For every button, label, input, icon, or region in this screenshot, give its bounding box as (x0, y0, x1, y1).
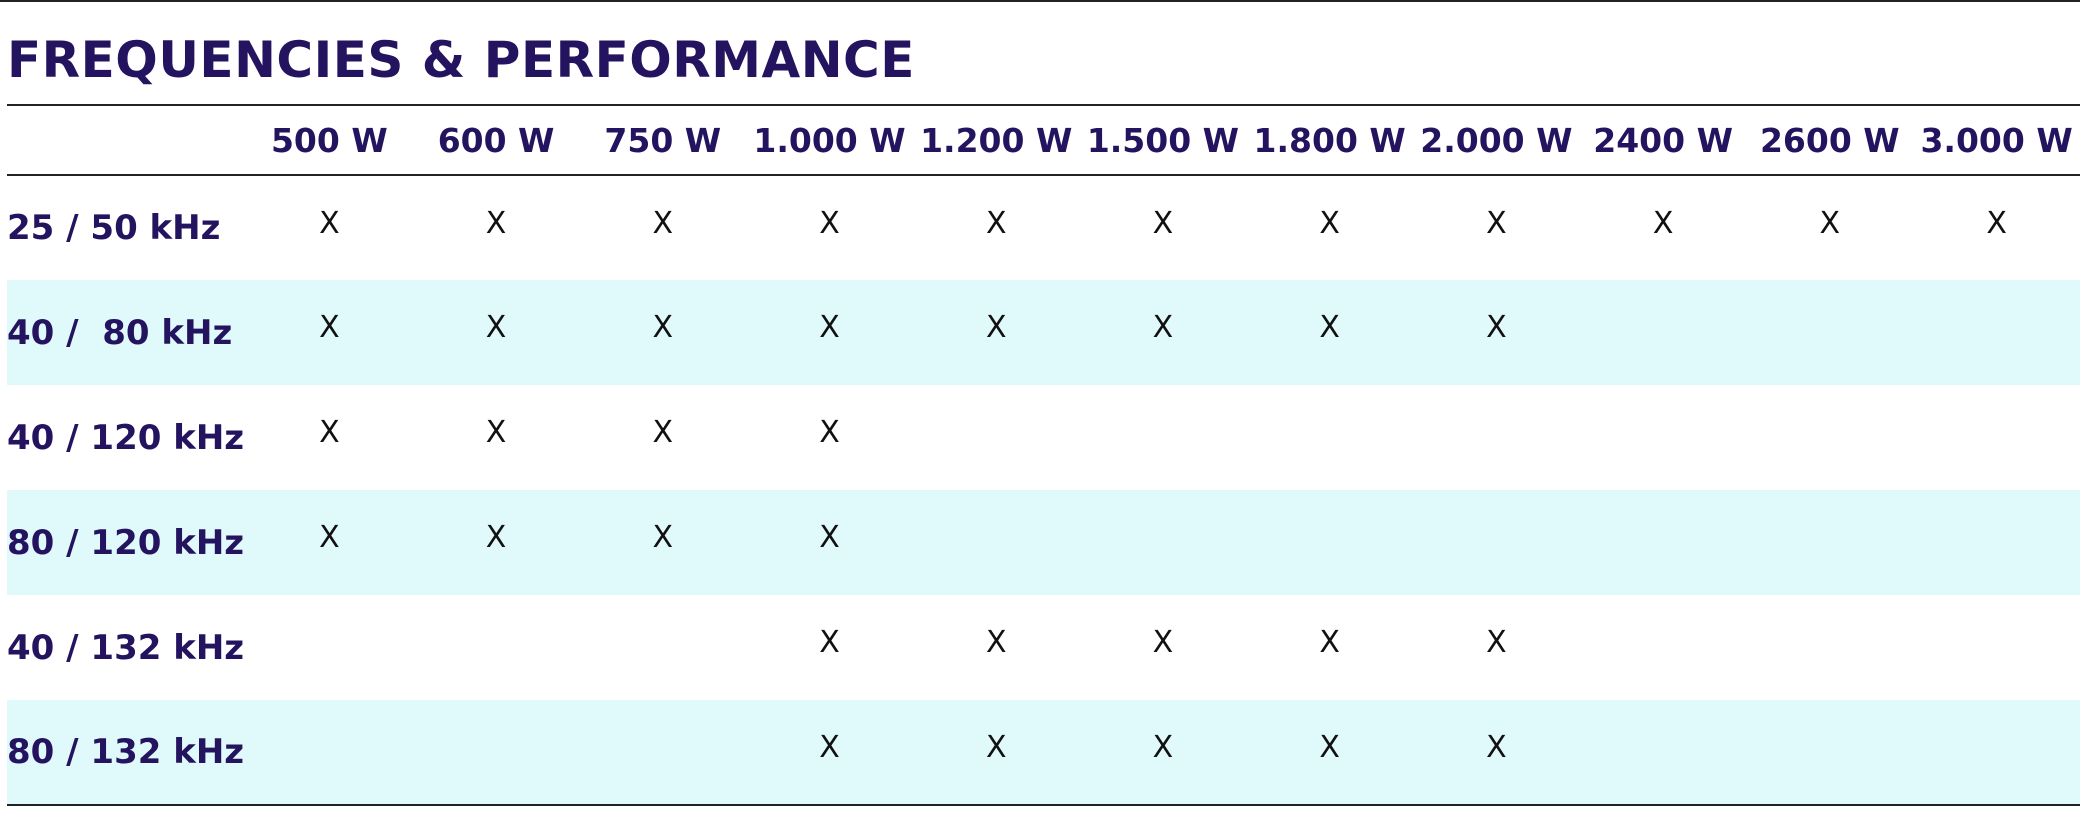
table-cell: X (819, 415, 840, 450)
table-cell: X (985, 205, 1007, 241)
table-cell (1413, 385, 1580, 490)
table-cell: X (1819, 205, 1841, 241)
table-cell: X (1152, 625, 1174, 660)
table-cell: X (1652, 205, 1674, 241)
table-cell (246, 700, 413, 805)
table-cell: X (819, 729, 840, 765)
table-cell: X (652, 205, 674, 241)
table-cell: X (819, 625, 840, 660)
table-row: 40 / 120 kHz X X X X (7, 385, 2080, 490)
table-cell (413, 700, 580, 805)
table-cell: X (819, 310, 840, 345)
table-cell (1246, 490, 1413, 595)
table-cell (413, 595, 580, 700)
table-cell: X (1486, 310, 1507, 345)
table-cell (1580, 385, 1747, 490)
column-header: 1.200 W (920, 120, 1073, 160)
table-cell (246, 595, 413, 700)
column-header: 1.800 W (1253, 120, 1406, 160)
column-header: 500 W (270, 120, 388, 160)
table-cell (913, 490, 1080, 595)
header-row: 500 W 600 W 750 W 1.000 W 1.200 W 1.500 W 1.80… (7, 105, 2080, 175)
table-cell (579, 595, 746, 700)
table-row: 80 / 120 kHz X X X X (7, 490, 2080, 595)
column-header: 1.000 W (753, 120, 906, 160)
table-cell: X (985, 310, 1007, 345)
table-cell: X (1486, 625, 1507, 660)
table-cell: X (1486, 729, 1507, 765)
table-cell: X (319, 415, 340, 450)
page-title: FREQUENCIES & PERFORMANCE (7, 31, 915, 89)
column-header: 3.000 W (1920, 120, 2073, 160)
table-cell: X (1152, 205, 1174, 241)
row-label: 80 / 132 kHz (7, 732, 245, 772)
row-label: 25 / 50 kHz (7, 208, 221, 248)
table-cell (1246, 385, 1413, 490)
table-cell: X (985, 729, 1007, 765)
table-cell: X (1486, 205, 1507, 241)
table-row: 40 / 80 kHz X X X X X X X X (7, 280, 2080, 385)
table-cell: X (652, 520, 674, 555)
table-cell (1746, 595, 1913, 700)
table-cell: X (319, 205, 340, 241)
table-cell (1580, 700, 1747, 805)
table-row: 25 / 50 kHz X X X X X X X X X X X (7, 175, 2080, 280)
table-cell: X (1319, 310, 1340, 345)
table-cell (1580, 595, 1747, 700)
table-cell: X (319, 310, 340, 345)
column-header: 2.000 W (1420, 120, 1573, 160)
table-cell (1913, 700, 2080, 805)
table-cell: X (485, 310, 507, 345)
table-cell (1580, 490, 1747, 595)
row-label: 40 / 80 kHz (7, 312, 233, 353)
table-cell: X (652, 310, 674, 345)
table-cell: X (1152, 729, 1174, 765)
table-cell: X (985, 625, 1007, 660)
table-cell (1080, 490, 1247, 595)
table-cell: X (485, 520, 507, 555)
table-cell: X (1986, 205, 2007, 241)
table-cell (1746, 700, 1913, 805)
table-cell (1913, 595, 2080, 700)
column-header: 1.500 W (1086, 120, 1240, 160)
row-label: 80 / 120 kHz (7, 522, 245, 563)
table-cell (579, 700, 746, 805)
table-row: 40 / 132 kHz X X X X X (7, 595, 2080, 700)
table-cell (1746, 385, 1913, 490)
table-cell: X (319, 520, 340, 555)
table-cell: X (1319, 625, 1340, 660)
column-header: 600 W (437, 120, 555, 160)
table-cell: X (1152, 310, 1174, 345)
table-cell: X (485, 415, 507, 450)
top-rule (0, 0, 2080, 2)
table-row: 80 / 132 kHz X X X X X (7, 700, 2080, 805)
row-label: 40 / 120 kHz (7, 417, 245, 458)
table-cell (1080, 385, 1247, 490)
table-cell: X (819, 520, 840, 555)
table-cell (1413, 490, 1580, 595)
corner-cell (7, 105, 246, 175)
column-header: 2400 W (1593, 120, 1733, 160)
column-header: 750 W (604, 120, 722, 160)
table-cell: X (485, 205, 507, 241)
table-cell: X (1319, 205, 1340, 241)
row-label: 40 / 132 kHz (7, 627, 245, 668)
table-cell: X (1319, 729, 1340, 765)
table-cell (913, 385, 1080, 490)
table-cell (1746, 280, 1913, 385)
table-cell (1746, 490, 1913, 595)
spec-table: 500 W 600 W 750 W 1.000 W 1.200 W 1.500 W 1.80… (7, 104, 2080, 806)
table-cell (1913, 280, 2080, 385)
table-cell (1580, 280, 1747, 385)
table-cell: X (819, 205, 840, 241)
table-cell (1913, 385, 2080, 490)
table-cell (1913, 490, 2080, 595)
column-header: 2600 W (1759, 120, 1900, 160)
table-cell: X (652, 415, 674, 450)
